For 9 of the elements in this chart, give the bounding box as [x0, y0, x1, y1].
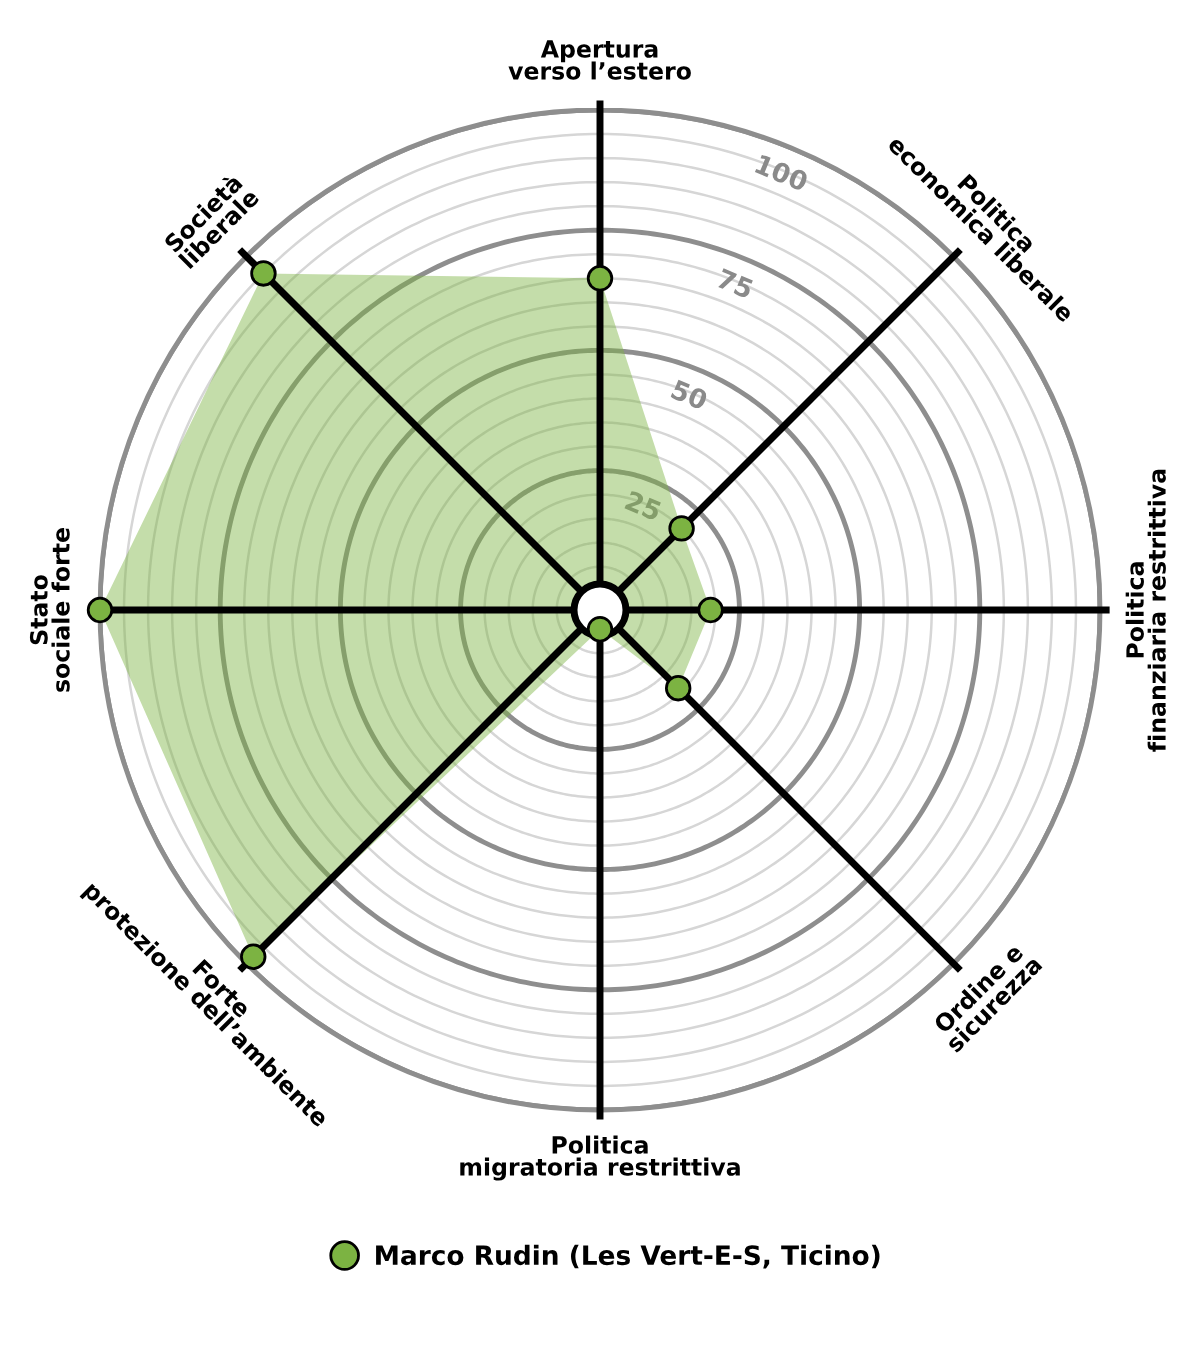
spoke-label: Apertura verso l’estero — [508, 40, 691, 80]
y-tick-label: 100 — [754, 153, 810, 192]
y-tick-label: 25 — [624, 490, 663, 522]
y-tick-label: 50 — [670, 379, 709, 411]
spoke-label: Politica finanziaria restrittiva — [1125, 469, 1166, 752]
spoke-label: Politica migratoria restrittiva — [460, 1135, 740, 1181]
legend-label: Marco Rudin (Les Vert-E-S, Ticino) — [376, 1244, 880, 1269]
y-tick-label: 75 — [716, 268, 755, 300]
spoke-label: Stato sociale forte — [29, 528, 70, 692]
